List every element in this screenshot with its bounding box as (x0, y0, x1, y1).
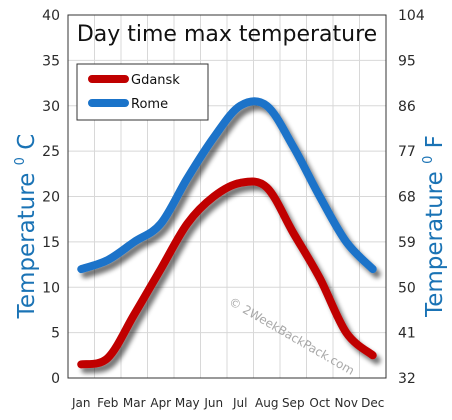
x-tick-aug: Aug (255, 396, 278, 410)
x-axis: Jan Feb Mar Apr May Jun Jul Aug Sep Oct Nov Dec (71, 396, 384, 410)
y-axis-left-unit-sup: 0 (13, 157, 28, 165)
legend-label-rome: Rome (131, 97, 168, 112)
y-axis-right-title: Temperature 0 F (412, 135, 448, 318)
x-tick-sep: Sep (282, 396, 305, 410)
y-axis-left-unit: C (14, 134, 40, 150)
y-tick-right: 95 (398, 53, 416, 69)
x-tick-oct: Oct (309, 396, 330, 410)
y-tick-right: 32 (398, 371, 416, 387)
x-tick-nov: Nov (335, 396, 358, 410)
y-tick-right: 68 (398, 190, 416, 206)
y-tick-left: 25 (42, 144, 60, 160)
y-tick-left: 10 (42, 280, 60, 296)
y-tick-right: 41 (398, 326, 416, 342)
y-tick-right: 86 (398, 99, 416, 115)
y-tick-right: 50 (398, 280, 416, 296)
x-tick-jun: Jun (203, 396, 223, 410)
y-axis-right-unit: F (422, 135, 448, 148)
y-tick-right: 77 (398, 144, 416, 160)
x-tick-feb: Feb (97, 396, 118, 410)
x-tick-jan: Jan (71, 396, 91, 410)
y-tick-right: 104 (398, 8, 425, 24)
y-tick-left: 20 (42, 190, 60, 206)
plot-border (67, 14, 387, 379)
y-axis-right-label: Temperature (422, 171, 448, 318)
y-tick-left: 35 (42, 53, 60, 69)
y-axis-right: 32 41 50 59 68 77 86 95 104 (398, 8, 425, 387)
y-tick-left: 40 (42, 8, 60, 24)
y-tick-left: 15 (42, 235, 60, 251)
x-tick-jul: Jul (232, 396, 247, 410)
x-tick-mar: Mar (123, 396, 146, 410)
legend-label-gdansk: Gdansk (131, 73, 180, 88)
y-axis-left-title: Temperature 0 C (4, 134, 40, 320)
legend: Gdansk Rome (76, 63, 209, 121)
x-tick-apr: Apr (150, 396, 171, 410)
series-line-gdansk (77, 177, 377, 369)
y-tick-left: 5 (51, 326, 60, 342)
y-axis-left: 0 5 10 15 20 25 30 35 40 (42, 8, 60, 387)
series-layer (77, 97, 377, 369)
x-tick-may: May (175, 396, 200, 410)
chart-title: Day time max temperature (77, 22, 377, 47)
y-axis-right-unit-sup: 0 (421, 156, 436, 164)
y-tick-left: 30 (42, 99, 60, 115)
svg-text:Temperature 0 F: Temperature 0 F (412, 135, 448, 318)
y-tick-left: 0 (51, 371, 60, 387)
y-axis-left-label: Temperature (14, 173, 40, 320)
svg-text:Temperature 0 C: Temperature 0 C (4, 134, 40, 320)
series-line-rome (77, 97, 377, 274)
x-tick-dec: Dec (361, 396, 384, 410)
y-tick-right: 59 (398, 235, 416, 251)
legend-box (76, 63, 209, 121)
